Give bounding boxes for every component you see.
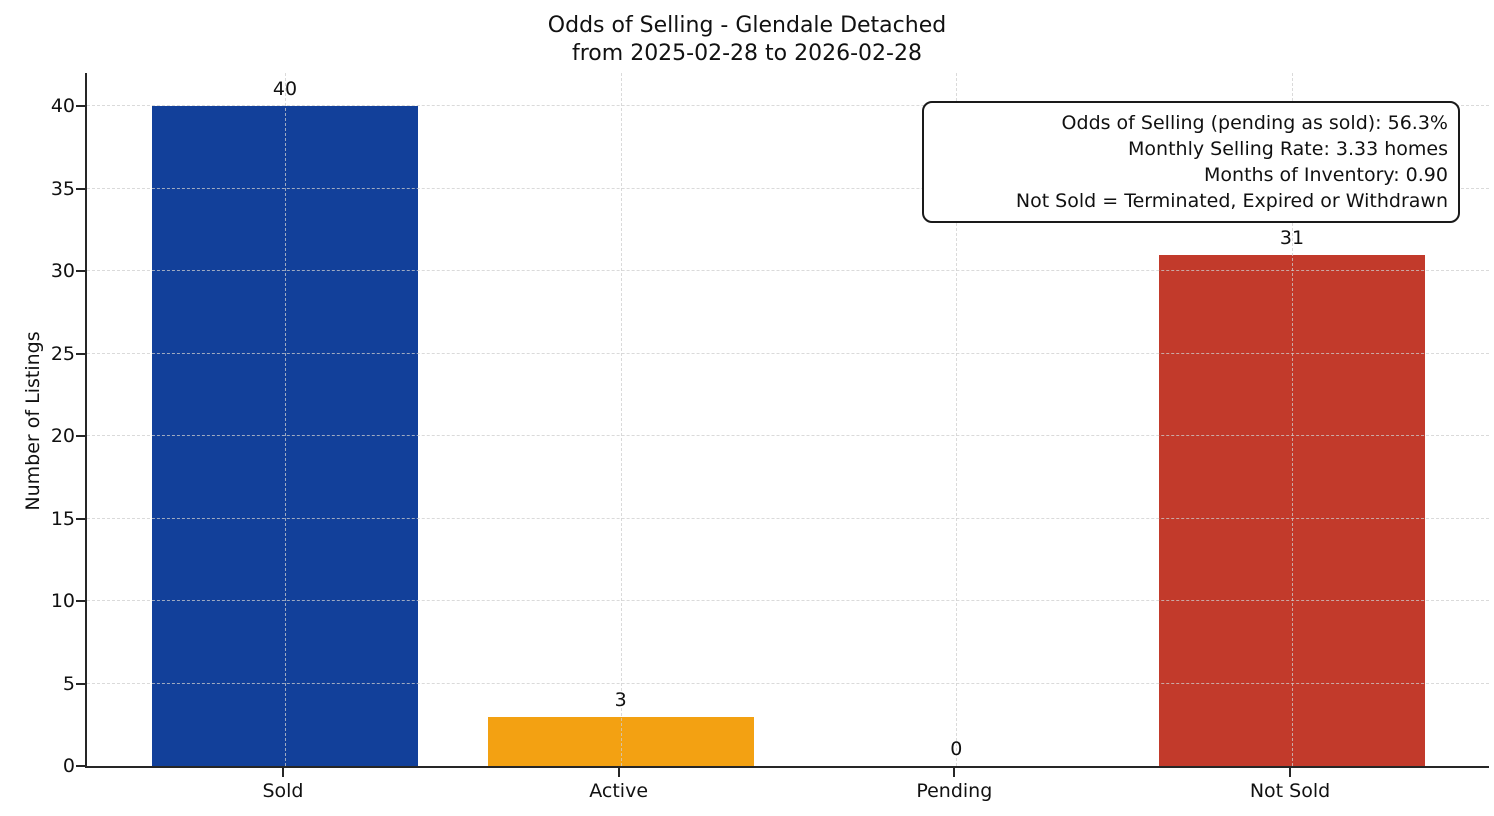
y-tick-label: 5 [62,672,75,695]
y-tick-label: 30 [50,260,75,282]
y-tick-label: 10 [50,590,75,612]
y-tick-mark [76,765,85,767]
annotation-odds-of-selling: Odds of Selling (pending as sold): 56.3% [1061,112,1448,134]
x-tick-label: Not Sold [1249,780,1331,802]
y-tick-mark [76,105,85,107]
chart-title: Odds of Selling - Glendale Detached from… [0,12,1494,68]
bar-active [487,716,754,766]
y-tick-mark [76,517,85,520]
chart-title-line2: from 2025-02-28 to 2026-02-28 [572,41,922,66]
y-tick-mark [76,187,85,190]
y-tick-mark [76,600,85,602]
x-tick-mark [953,768,956,777]
x-tick-mark [1289,768,1291,777]
bar-value-label: 3 [614,688,627,711]
bar-not-sold [1159,254,1425,766]
plot-area: 40 3 0 31 [85,73,1489,768]
gridline-vertical [620,73,622,766]
bar-sold [151,106,418,766]
y-tick-mark [76,682,85,685]
y-tick-label: 40 [50,95,75,117]
bar-value-label: 31 [1279,226,1305,249]
y-tick-label: 0 [62,755,75,777]
x-tick-label: Pending [916,780,993,802]
bar-value-label: 40 [272,78,298,100]
x-tick-mark [281,768,284,777]
y-tick-label: 25 [50,342,75,365]
y-tick-mark [76,352,85,355]
annotation-monthly-selling-rate: Monthly Selling Rate: 3.33 homes [1128,138,1448,160]
y-tick-label: 20 [50,425,75,447]
chart-title-line1: Odds of Selling - Glendale Detached [547,13,947,38]
annotation-months-of-inventory: Months of Inventory: 0.90 [1204,164,1448,186]
y-tick-mark [76,270,85,272]
y-tick-label: 15 [50,507,75,530]
stats-annotation-box: Odds of Selling (pending as sold): 56.3%… [922,101,1460,223]
x-tick-label: Active [589,780,649,802]
x-tick-mark [617,768,620,777]
y-tick-mark [76,435,85,437]
annotation-not-sold-definition: Not Sold = Terminated, Expired or Withdr… [1015,190,1448,212]
bar-value-label: 0 [950,738,963,760]
y-tick-label: 35 [50,177,75,200]
x-tick-label: Sold [262,780,304,802]
